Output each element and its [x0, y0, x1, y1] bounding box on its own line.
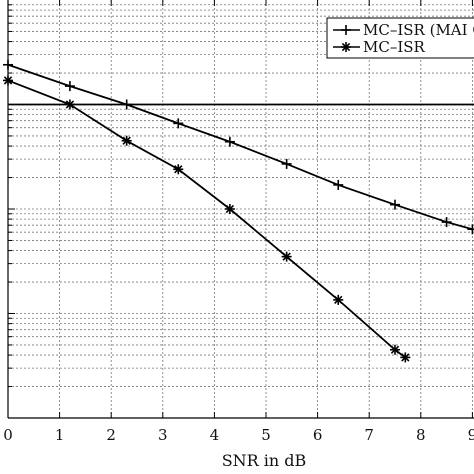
legend-entry-2: MC–ISR [333, 38, 426, 56]
x-tick-label: 3 [158, 426, 168, 444]
x-tick-label: 0 [3, 426, 13, 444]
data-point-plus [441, 217, 452, 228]
data-point-star [173, 164, 184, 175]
legend-label-2: MC–ISR [363, 38, 426, 56]
x-tick-label: 8 [416, 426, 426, 444]
data-point-star [400, 352, 411, 363]
data-point-plus [173, 118, 184, 129]
x-tick-label: 7 [364, 426, 374, 444]
marker-stroke [282, 252, 291, 261]
legend-marker-shape [341, 25, 351, 35]
legend-label-1: MC–ISR (MAI C [363, 21, 474, 39]
legend-entry-1: MC–ISR (MAI C [333, 21, 474, 39]
x-tick-label: 1 [55, 426, 65, 444]
marker-stroke [225, 204, 235, 214]
data-point-star [333, 294, 344, 305]
legend-marker-plus-icon [341, 25, 351, 35]
x-tick-label: 5 [261, 426, 271, 444]
marker-stroke [401, 353, 410, 362]
series-group [3, 59, 474, 363]
x-axis-label: SNR in dB [222, 451, 307, 470]
data-point-plus [390, 199, 400, 210]
data-point-star [224, 204, 235, 214]
data-point-plus [281, 158, 292, 169]
legend-box [326, 17, 474, 59]
marker-stroke [174, 165, 183, 174]
data-point-plus [64, 81, 75, 92]
marker-stroke [341, 42, 351, 52]
x-tick-label: 2 [106, 426, 116, 444]
legend-marker-star-icon [341, 42, 351, 52]
data-point-plus [224, 136, 235, 147]
axes: 0 1 2 3 4 5 6 7 8 9 [3, 0, 474, 444]
x-tick-label: 6 [313, 426, 323, 444]
marker-stroke [3, 76, 13, 85]
series-line-1 [7, 63, 473, 231]
data-point-star [390, 344, 400, 355]
x-tick-label: 9 [468, 426, 474, 444]
x-tick-label: 4 [210, 426, 220, 444]
data-point-star [121, 135, 132, 146]
data-point-plus [121, 99, 132, 110]
marker-stroke [122, 136, 131, 145]
data-point-star [3, 75, 13, 86]
data-point-plus [3, 59, 13, 70]
legend-marker-shape [341, 42, 351, 52]
data-point-star [64, 99, 75, 110]
marker-stroke [334, 295, 343, 305]
data-point-plus [467, 224, 474, 235]
marker-stroke [65, 100, 75, 109]
legend: MC–ISR (MAI C MC–ISR [326, 17, 474, 59]
data-point-star [281, 251, 292, 262]
marker-stroke [390, 345, 400, 354]
data-point-plus [333, 179, 344, 190]
